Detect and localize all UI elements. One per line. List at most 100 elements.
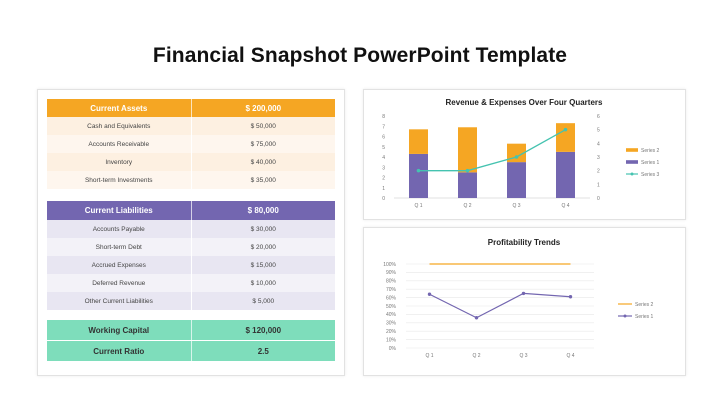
bar-series-2 (556, 123, 575, 152)
row-label: Accrued Expenses (47, 256, 192, 274)
y-tick-label: 40% (386, 312, 397, 318)
y-tick-label: 10% (386, 337, 397, 343)
bar-series-2 (409, 129, 428, 154)
line-point (465, 168, 470, 173)
x-tick-label: Q 2 (472, 353, 480, 359)
revenue-expenses-chart-panel: Revenue & Expenses Over Four Quarters 0 1… (363, 89, 686, 220)
legend-label: Series 2 (641, 148, 660, 154)
row-value: $ 75,000 (250, 140, 276, 148)
line-point (521, 291, 526, 296)
row-value: $ 15,000 (250, 261, 276, 269)
legend-label: Series 1 (635, 314, 654, 320)
table-row: Cash and Equivalents $ 50,000 (47, 117, 335, 136)
y-tick-label: 80% (386, 279, 397, 285)
y-tick-label: 8 (382, 114, 385, 120)
y2-tick-label: 1 (597, 182, 600, 188)
table-row: Accounts Receivable $ 75,000 (47, 135, 335, 154)
current-ratio-row: Current Ratio 2.5 (47, 341, 335, 362)
row-label: Short-term Investments (47, 171, 192, 189)
table-row: Inventory $ 40,000 (47, 153, 335, 172)
current-assets-total: $ 200,000 (245, 103, 282, 113)
row-value: $ 35,000 (250, 176, 276, 184)
current-liabilities-header: Current Liabilities $ 80,000 (47, 201, 335, 221)
x-tick-label: Q 2 (463, 203, 471, 209)
profitability-chart-panel: Profitability Trends 0% 10% 20% 30% 40% 50% 60… (363, 227, 686, 376)
chart-title: Revenue & Expenses Over Four Quarters (446, 98, 604, 107)
table-row: Other Current Liabilities $ 5,000 (47, 292, 335, 311)
bar-series-2 (507, 143, 526, 163)
row-value: $ 40,000 (250, 158, 276, 166)
y-tick-label: 7 (382, 124, 385, 130)
line-point (474, 316, 479, 320)
y-tick-label: 20% (386, 329, 397, 335)
bar-series-2 (458, 127, 477, 173)
table-row: Short-term Investments $ 35,000 (47, 171, 335, 190)
legend-swatch (626, 160, 638, 164)
current-ratio-value: 2.5 (257, 346, 269, 356)
y-tick-label: 60% (386, 295, 397, 301)
row-value: $ 10,000 (250, 279, 276, 287)
row-label: Cash and Equivalents (47, 117, 192, 135)
y2-tick-label: 0 (597, 196, 600, 202)
legend-label: Series 1 (641, 160, 660, 166)
legend-label: Series 2 (635, 302, 654, 308)
working-capital-row: Working Capital $ 120,000 (47, 320, 335, 341)
bar-series-1 (458, 172, 477, 198)
bar-series-1 (507, 162, 526, 198)
y-tick-label: 90% (386, 270, 397, 276)
y2-tick-label: 5 (597, 128, 600, 134)
y-tick-label: 30% (386, 321, 397, 327)
revenue-expenses-chart: Revenue & Expenses Over Four Quarters 0 1… (382, 98, 660, 209)
x-tick-label: Q 1 (425, 353, 433, 359)
y2-tick-label: 3 (597, 155, 600, 161)
row-value: $ 5,000 (252, 297, 275, 305)
row-label: Inventory (47, 153, 192, 171)
line-point (514, 155, 519, 159)
y2-tick-label: 2 (597, 169, 600, 175)
table-row: Accounts Payable $ 30,000 (47, 220, 335, 239)
row-value: $ 30,000 (250, 225, 276, 233)
x-tick-label: Q 4 (561, 203, 569, 209)
working-capital-label: Working Capital (47, 320, 192, 340)
line-point (427, 292, 432, 296)
line-series-3 (418, 129, 566, 172)
line-point (416, 168, 421, 173)
y2-tick-label: 4 (597, 141, 600, 147)
legend-swatch (626, 148, 638, 152)
y-tick-label: 50% (386, 304, 397, 310)
x-tick-label: Q 1 (414, 203, 422, 209)
y2-tick-label: 6 (597, 114, 600, 120)
y-tick-label: 2 (382, 176, 385, 182)
y-tick-label: 3 (382, 165, 385, 171)
x-tick-label: Q 3 (512, 203, 520, 209)
row-label: Other Current Liabilities (47, 292, 192, 310)
current-liabilities-label: Current Liabilities (47, 201, 192, 220)
current-assets-header: Current Assets $ 200,000 (47, 99, 335, 118)
row-label: Deferred Revenue (47, 274, 192, 292)
page-title: Financial Snapshot PowerPoint Template (152, 44, 568, 67)
y-tick-label: 5 (382, 145, 385, 151)
x-tick-label: Q 4 (566, 353, 574, 359)
table-row: Deferred Revenue $ 10,000 (47, 274, 335, 293)
row-label: Accounts Payable (47, 220, 192, 238)
current-ratio-label: Current Ratio (47, 341, 192, 361)
line-point (568, 295, 573, 299)
row-label: Short-term Debt (47, 238, 192, 256)
table-row: Short-term Debt $ 20,000 (47, 238, 335, 257)
row-value: $ 20,000 (250, 243, 276, 251)
x-tick-label: Q 3 (519, 353, 527, 359)
y-tick-label: 0 (382, 196, 385, 202)
working-capital-value: $ 120,000 (245, 325, 282, 335)
profitability-chart: Profitability Trends 0% 10% 20% 30% 40% 50% 60… (383, 238, 654, 359)
bar-series-1 (409, 153, 428, 198)
line-series-1 (429, 292, 571, 319)
y-tick-label: 100% (383, 262, 396, 268)
legend-marker (630, 172, 634, 176)
row-label: Accounts Receivable (47, 135, 192, 153)
current-assets-label: Current Assets (47, 99, 192, 117)
y-tick-label: 1 (382, 186, 385, 192)
legend-label: Series 3 (641, 172, 660, 178)
table-row: Accrued Expenses $ 15,000 (47, 256, 335, 275)
y-tick-label: 4 (382, 155, 385, 161)
current-liabilities-total: $ 80,000 (247, 206, 279, 215)
